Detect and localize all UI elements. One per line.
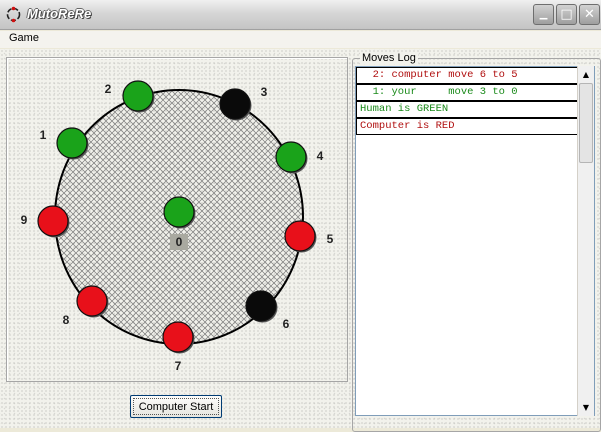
position-label-0: 0 xyxy=(176,235,183,249)
log-entry[interactable]: Computer is RED xyxy=(356,118,578,135)
scroll-thumb[interactable] xyxy=(579,83,593,163)
close-button[interactable]: ✕ xyxy=(579,4,600,25)
minimize-icon: ▁ xyxy=(540,9,548,20)
menu-game[interactable]: Game xyxy=(9,32,39,44)
log-entry[interactable]: 2: computer move 6 to 5 xyxy=(356,67,578,84)
scroll-down-icon[interactable]: ▼ xyxy=(578,400,594,415)
board-panel: 1 2 3 4 5 6 7 8 9 0 xyxy=(6,57,348,382)
maximize-button[interactable]: □ xyxy=(556,4,577,25)
computer-start-button[interactable]: Computer Start xyxy=(130,395,222,418)
position-label-9: 9 xyxy=(21,213,28,227)
log-entry[interactable]: Human is GREEN xyxy=(356,101,578,118)
position-label-3: 3 xyxy=(261,85,268,99)
position-label-6: 6 xyxy=(283,317,290,331)
log-entry[interactable]: 1: your move 3 to 0 xyxy=(356,84,578,101)
position-label-1: 1 xyxy=(40,128,47,142)
scroll-up-icon[interactable]: ▲ xyxy=(578,67,594,82)
client-area: 1 2 3 4 5 6 7 8 9 0 Moves Log 2: computer move 6 … xyxy=(0,49,601,428)
position-label-5: 5 xyxy=(327,232,334,246)
app-icon xyxy=(5,6,22,23)
position-label-7: 7 xyxy=(175,359,182,373)
position-label-8: 8 xyxy=(63,313,70,327)
window-title: MutoReRe xyxy=(27,6,91,21)
moves-log-title: Moves Log xyxy=(360,52,418,64)
menu-bar: Game xyxy=(0,31,601,48)
position-label-4: 4 xyxy=(317,149,324,163)
position-label-2: 2 xyxy=(105,82,112,96)
game-board: 1 2 3 4 5 6 7 8 9 0 xyxy=(7,58,347,381)
piece-position-1[interactable] xyxy=(57,128,89,160)
maximize-icon: □ xyxy=(560,7,572,22)
moves-log-list[interactable]: 2: computer move 6 to 5 1: your move 3 t… xyxy=(355,66,595,416)
title-bar[interactable]: MutoReRe ▁ □ ✕ xyxy=(0,0,601,30)
moves-log-scrollbar[interactable]: ▲ ▼ xyxy=(577,66,594,416)
minimize-button[interactable]: ▁ xyxy=(533,4,554,25)
close-icon: ✕ xyxy=(584,7,595,22)
